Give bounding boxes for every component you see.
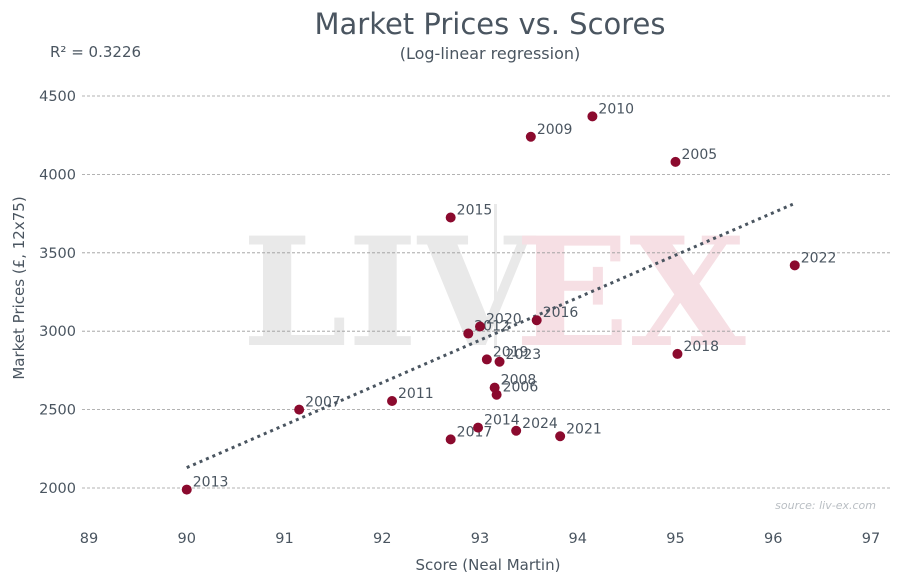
- regression-trendline: [186, 202, 794, 469]
- data-point-2010: [587, 111, 598, 122]
- data-point-2017: [445, 434, 456, 445]
- data-point-2009: [525, 131, 536, 142]
- point-label-2023: 2023: [506, 347, 542, 363]
- point-label-2022: 2022: [801, 250, 837, 266]
- data-point-2007: [294, 404, 305, 415]
- x-tick-label: 94: [569, 531, 587, 547]
- point-label-2010: 2010: [598, 101, 634, 117]
- y-tick-label: 4500: [39, 89, 76, 105]
- svg-text:EX: EX: [515, 205, 746, 381]
- data-point-2022: [789, 260, 800, 271]
- data-point-2021: [555, 431, 566, 442]
- data-point-2020: [475, 321, 485, 332]
- point-label-2021: 2021: [566, 421, 602, 437]
- point-label-2008: 2008: [501, 373, 537, 389]
- y-axis-ticks: 2000 2500 3000 3500 4000 4500: [39, 89, 76, 497]
- point-label-2005: 2005: [682, 147, 718, 163]
- data-point-2012: [463, 328, 474, 339]
- data-point-2014: [473, 422, 484, 433]
- x-tick-label: 96: [764, 531, 782, 547]
- x-axis-label: Score (Neal Martin): [416, 556, 561, 574]
- data-point-2018: [672, 348, 683, 359]
- data-point-2019: [481, 354, 492, 365]
- point-label-2007: 2007: [305, 395, 341, 411]
- point-label-2024: 2024: [522, 416, 558, 432]
- point-label-2006: 2006: [503, 380, 539, 396]
- data-point-2015: [445, 212, 456, 223]
- point-label-2018: 2018: [683, 339, 719, 355]
- r-squared-label: R² = 0.3226: [50, 43, 141, 61]
- point-label-2012: 2012: [474, 319, 510, 335]
- chart-subtitle: (Log-linear regression): [400, 44, 581, 63]
- y-tick-label: 4000: [39, 167, 76, 183]
- x-tick-label: 90: [178, 531, 196, 547]
- data-point-2016: [531, 315, 542, 326]
- data-points: 2013 2007 2011 2015 2017 2012 2014 2020 2019 2008…: [181, 101, 837, 495]
- x-tick-label: 91: [275, 531, 293, 547]
- y-tick-label: 3500: [39, 246, 76, 262]
- point-label-2014: 2014: [484, 413, 520, 429]
- svg-text:LIV: LIV: [242, 205, 537, 381]
- source-note: source: liv-ex.com: [775, 499, 876, 512]
- point-label-2009: 2009: [537, 122, 573, 138]
- x-tick-label: 93: [471, 531, 489, 547]
- point-label-2013: 2013: [193, 475, 229, 491]
- x-tick-label: 97: [862, 531, 880, 547]
- point-label-2017: 2017: [457, 424, 493, 440]
- x-tick-label: 89: [80, 531, 98, 547]
- chart-title: Market Prices vs. Scores: [314, 7, 665, 41]
- y-tick-label: 2500: [39, 403, 76, 419]
- liv-ex-watermark: LIV EX: [242, 204, 746, 381]
- y-tick-label: 2000: [39, 481, 76, 497]
- point-label-2015: 2015: [457, 203, 493, 219]
- data-point-2024: [511, 425, 522, 436]
- x-tick-label: 95: [666, 531, 684, 547]
- data-point-2013: [181, 484, 192, 495]
- point-label-2016: 2016: [543, 305, 579, 321]
- point-label-2020: 2020: [486, 311, 522, 327]
- y-axis-label: Market Prices (£, 12x75): [10, 196, 28, 379]
- x-axis-ticks: 89 90 91 92 93 94 95 96 97: [80, 531, 880, 547]
- data-point-2023: [494, 356, 505, 367]
- data-point-2011: [387, 395, 398, 406]
- point-label-2011: 2011: [398, 386, 434, 402]
- point-label-2019: 2019: [493, 344, 529, 360]
- data-point-2006: [491, 389, 502, 400]
- x-tick-label: 92: [373, 531, 391, 547]
- data-point-2005: [670, 156, 681, 167]
- y-tick-label: 3000: [39, 324, 76, 340]
